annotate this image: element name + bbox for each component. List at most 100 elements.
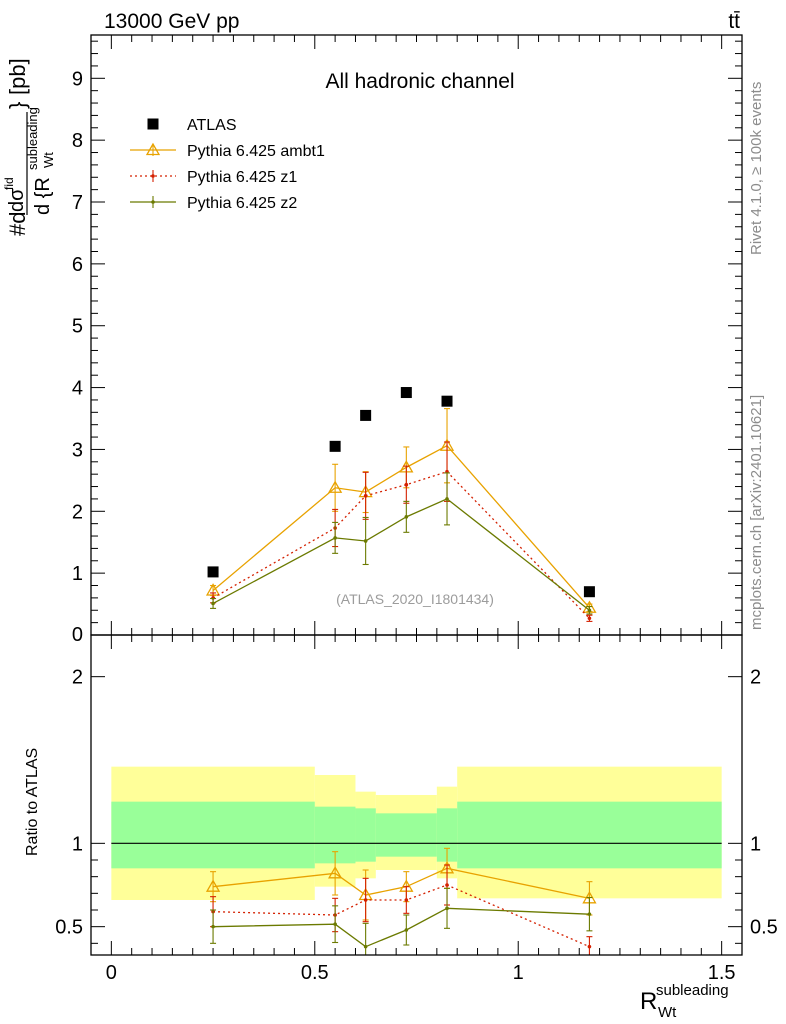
y-tick-label: 1 [72, 833, 83, 855]
header-energy: 13000 GeV pp [104, 10, 239, 33]
y-tick-label: 2 [72, 667, 83, 689]
main-line-z2 [212, 498, 590, 611]
ratio-point-z1 [587, 944, 592, 949]
main-watermark: (ATLAS_2020_I1801434) [336, 591, 494, 607]
ratio-line-ambt1 [212, 867, 590, 899]
xlabel-sub: Wt [658, 1004, 677, 1021]
y-tick-label-zero: 0 [72, 624, 83, 646]
main-point-z2 [445, 497, 449, 501]
y-tick-label: 7 [72, 192, 83, 214]
main-point-atlas [583, 586, 595, 598]
main-point-z1 [363, 494, 368, 498]
side-rivet-credit: Rivet 4.1.0, ≥ 100k events [748, 82, 765, 255]
ratio-point-z2 [211, 924, 215, 929]
legend-entry-z2: Pythia 6.425 z2 [130, 195, 297, 212]
ratio-point-z1 [363, 898, 368, 902]
ratio-point-z2 [587, 912, 592, 916]
ylabel-denominator-sub: Wt [41, 152, 56, 168]
band-inner [111, 801, 315, 869]
main-point-z2 [333, 536, 337, 540]
main-panel: 1 2 3 4 5 6 7 8 9 0 All hadronic channel (ATLAS_2… [2, 34, 743, 646]
ratio-point-ambt1 [328, 866, 343, 879]
main-line-z1 [212, 470, 590, 619]
main-point-atlas [207, 566, 219, 578]
main-point-atlas [360, 409, 372, 421]
ylabel-unit: [pb] [5, 58, 30, 95]
y-tick-label: 9 [72, 68, 83, 90]
main-series-z2 [210, 472, 593, 615]
side-mcplots-credit: mcplots.cern.ch [arXiv:2401.10621] [748, 395, 765, 630]
legend-entry-atlas: ATLAS [147, 117, 237, 134]
legend-entry-z1: Pythia 6.425 z1 [130, 169, 297, 186]
main-line-ambt1 [212, 444, 590, 609]
main-point-z2 [363, 539, 368, 543]
main-ylabel: #d dσ fid d {R subleading Wt } [pb] [2, 58, 56, 236]
header-process: tt̄ [728, 10, 740, 33]
legend-label: Pythia 6.425 ambt1 [187, 143, 325, 160]
main-point-z2 [404, 515, 409, 519]
ylabel-denominator-sup: subleading [25, 107, 40, 170]
y-tick-label: 8 [72, 130, 83, 152]
y-tick-label: 2 [72, 501, 83, 523]
y-tick-label-right: 1 [750, 833, 761, 855]
ratio-ylabel: Ratio to ATLAS [24, 748, 41, 856]
ratio-point-z1 [445, 883, 449, 887]
y-tick-label: 3 [72, 439, 83, 461]
ratio-point-z2 [333, 922, 337, 926]
xlabel-base: R [640, 988, 657, 1015]
ratio-point-z2 [363, 944, 368, 949]
legend-marker [151, 200, 155, 204]
main-point-z2 [587, 608, 592, 613]
ylabel-brace: } [5, 102, 30, 109]
y-tick-label: 5 [72, 316, 83, 338]
x-tick-label: 0.5 [301, 962, 329, 984]
main-point-ambt1 [328, 480, 343, 493]
legend-label: Pythia 6.425 z2 [187, 195, 297, 212]
y-tick-label: 4 [72, 378, 83, 400]
main-point-z1 [587, 616, 592, 621]
ratio-line-z1 [213, 884, 590, 948]
ratio-point-ambt1 [205, 879, 221, 892]
main-point-z1 [404, 482, 409, 487]
band-inner [436, 808, 458, 862]
main-series-ambt1 [205, 408, 597, 613]
legend-marker [151, 174, 155, 178]
legend-label: ATLAS [187, 117, 237, 134]
main-point-atlas [400, 387, 412, 399]
ratio-panel: 0 0.5 1 1.5 0.5 0.5 1 1 2 2 Ratio to ATLAS R subl… [24, 634, 778, 1021]
xlabel-sup: subleading [656, 982, 729, 999]
ratio-xlabel: R subleading Wt [640, 982, 729, 1021]
main-series-atlas [207, 387, 595, 598]
x-tick-label: 1 [513, 962, 524, 984]
main-title: All hadronic channel [325, 70, 514, 93]
legend-label: Pythia 6.425 z1 [187, 169, 297, 186]
ylabel-numerator-sup: fid [2, 177, 16, 190]
legend: ATLAS Pythia 6.425 ambt1 Pythia 6.425 z1 Py… [130, 117, 325, 212]
ratio-series-z2 [210, 887, 593, 955]
legend-entry-ambt1: Pythia 6.425 ambt1 [130, 142, 325, 160]
main-point-z2 [211, 601, 215, 606]
ratio-line-z2 [213, 907, 590, 948]
ylabel-numerator: dσ [6, 188, 28, 212]
main-point-atlas [441, 395, 453, 407]
y-tick-label: 1 [72, 563, 83, 585]
main-point-atlas [329, 440, 341, 452]
band-inner [355, 808, 376, 862]
ratio-point-z2 [445, 906, 449, 911]
ylabel-denominator: d {R [32, 177, 54, 215]
legend-marker [147, 118, 159, 130]
ratio-bands [111, 766, 722, 900]
y-tick-label-right: 0.5 [750, 917, 778, 939]
ratio-point-z1 [404, 898, 409, 902]
x-tick-label: 0 [106, 962, 117, 984]
y-tick-label-right: 2 [750, 667, 761, 689]
band-inner [375, 813, 437, 857]
y-tick-label: 0.5 [55, 917, 83, 939]
legend-marker [145, 142, 161, 156]
x-tick-label: 1.5 [708, 962, 736, 984]
band-inner [457, 801, 722, 869]
ylabel-prefix: #d [5, 212, 30, 236]
y-tick-label: 6 [72, 254, 83, 276]
ratio-point-z2 [404, 928, 409, 932]
